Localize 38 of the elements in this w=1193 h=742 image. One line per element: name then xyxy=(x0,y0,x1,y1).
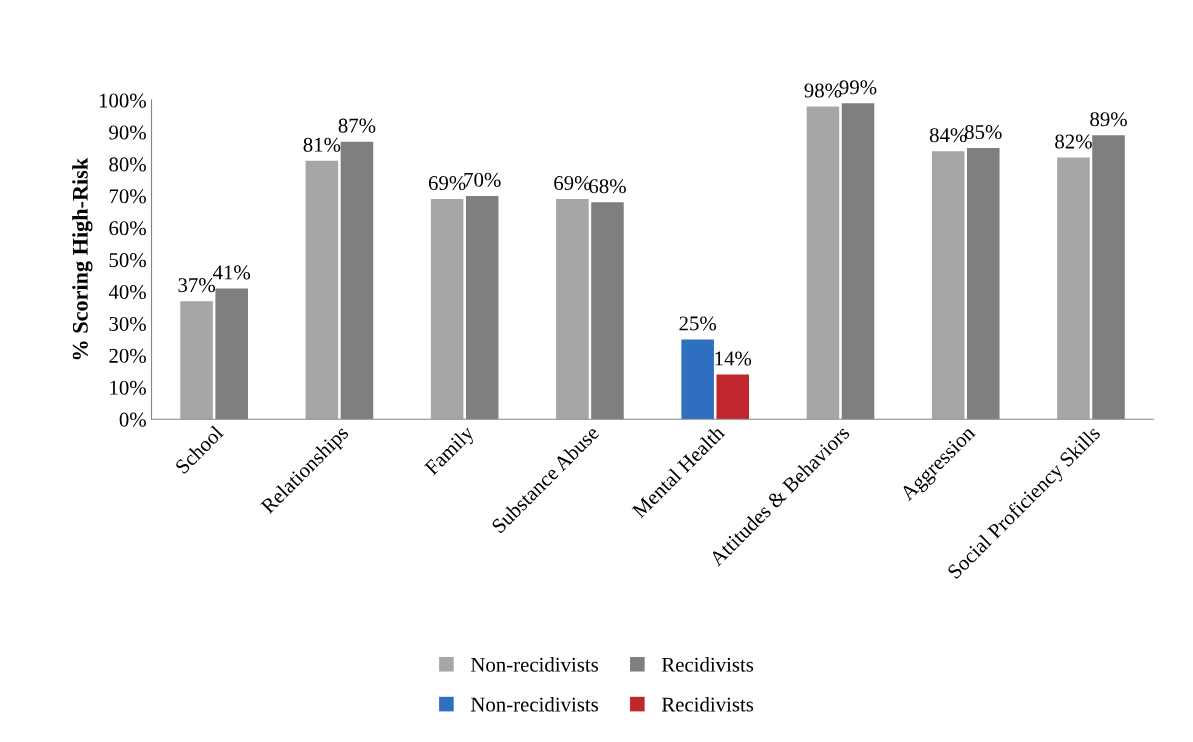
data-label: 14% xyxy=(715,351,752,366)
y-tick-label: 20% xyxy=(109,348,146,363)
y-tick-label: 70% xyxy=(109,189,146,204)
data-label: 69% xyxy=(428,176,466,191)
data-label: 69% xyxy=(554,176,591,191)
bar xyxy=(430,199,464,420)
data-label: 25% xyxy=(679,316,717,331)
bar xyxy=(681,339,714,420)
data-label: 89% xyxy=(1090,112,1127,127)
bar xyxy=(305,160,339,420)
bar xyxy=(556,199,589,420)
bar xyxy=(1057,157,1090,420)
data-label: 68% xyxy=(589,179,626,194)
legend-label: Non-recidivists xyxy=(470,696,599,712)
bar xyxy=(180,301,213,420)
y-tick-label: 50% xyxy=(109,253,146,268)
y-tick-label: 30% xyxy=(109,316,146,332)
data-label: 87% xyxy=(338,118,376,133)
data-label: 70% xyxy=(464,172,501,187)
legend-label: Recidivists xyxy=(661,657,754,672)
y-tick-label: 80% xyxy=(109,157,146,172)
bar xyxy=(806,106,840,420)
y-tick-label: 10% xyxy=(110,380,146,395)
y-tick-label: 90% xyxy=(109,125,146,140)
data-label: 81% xyxy=(303,137,341,152)
legend-label: Recidivists xyxy=(661,696,754,712)
data-label: 84% xyxy=(929,128,967,143)
y-tick-label: 40% xyxy=(108,284,146,300)
bar xyxy=(931,151,965,420)
y-tick-label: 100% xyxy=(99,93,146,108)
y-tick-label: 60% xyxy=(109,221,146,236)
y-tick-label: 0% xyxy=(119,412,146,427)
data-label: 82% xyxy=(1055,134,1092,149)
bar xyxy=(716,374,750,420)
y-axis-title: % Scoring High-Risk xyxy=(72,157,93,360)
data-label: 37% xyxy=(178,278,215,293)
data-label: 41% xyxy=(212,265,251,280)
legend-label: Non-recidivists xyxy=(470,657,599,672)
